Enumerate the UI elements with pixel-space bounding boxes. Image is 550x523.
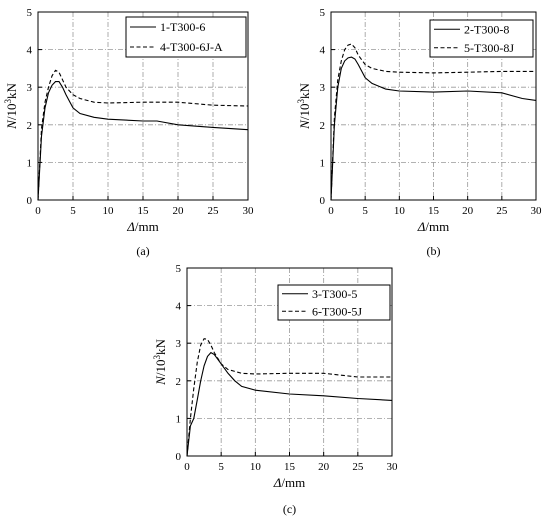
panel-label: (a) [136,244,149,258]
x-tick-label: 15 [138,205,150,217]
legend-box [429,19,534,58]
x-tick-label: 30 [531,205,543,217]
y-tick-label: 1 [27,157,33,169]
legend-label: 5-T300-8J [464,41,514,55]
y-tick-label: 5 [176,263,182,275]
series-line-1-t300-6 [37,81,249,201]
legend-label: 2-T300-8 [464,22,509,36]
series-line-5-t300-8j [330,43,536,201]
y-tick-label: 1 [176,413,182,425]
y-tick-label: 3 [176,338,182,350]
x-tick-label: 10 [250,461,262,473]
y-tick-label: 3 [320,82,326,94]
y-tick-label: 4 [320,45,326,57]
x-tick-label: 10 [394,205,406,217]
chart-panel-3: 0 5 10 15 20 25 30012345Δ/mmN/103kN3-T300-56-T… [152,263,398,516]
chart-panel-2: 0 5 10 15 20 25 30012345Δ/mmN/103kN2-T300-85-T… [296,7,542,258]
y-tick-label: 4 [27,45,33,57]
y-tick-label: 0 [176,451,182,463]
x-axis-unit: /mm [425,219,449,234]
x-tick-label: 0 [184,461,190,473]
legend-label: 4-T300-6J-A [160,40,223,54]
x-axis-symbol: Δ [417,219,426,234]
y-axis-symbol: N [297,119,312,130]
x-tick-label: 5 [70,205,76,217]
legend: 3-T300-5 6-T300-5J [277,284,391,321]
y-axis-unit-exponent: 3 [3,99,13,104]
y-axis-unit-prefix: /10 [297,104,312,121]
y-tick-label: 1 [320,157,326,169]
y-tick-label: 0 [320,195,326,207]
y-axis-unit-kn: kN [4,83,19,100]
series-line-6-t300-5j [186,338,392,457]
series-line-4-t300-6j-a [37,69,249,201]
y-axis-symbol: N [4,119,19,130]
y-axis-title: N/103kN [296,83,312,130]
legend-label: 3-T300-5 [312,287,357,301]
x-tick-label: 5 [218,461,224,473]
x-tick-label: 30 [243,205,255,217]
x-tick-label: 15 [428,205,440,217]
x-tick-label: 20 [173,205,185,217]
y-axis-unit-prefix: /10 [4,104,19,121]
legend-box [277,284,391,321]
y-axis-unit-kn: kN [153,339,168,356]
x-axis-unit: /mm [135,219,159,234]
series-line-2-t300-8 [330,56,537,201]
y-tick-label: 2 [320,120,326,132]
legend: 1-T300-6 4-T300-6J-A [125,16,247,58]
y-axis-unit-exponent: 3 [296,99,306,104]
x-axis-symbol: Δ [126,219,135,234]
y-axis-unit-prefix: /10 [153,360,168,377]
x-tick-label: 5 [362,205,368,217]
y-tick-label: 0 [27,195,33,207]
chart-panel-1: 0 5 10 15 20 25 30012345Δ/mmN/103kN1-T300-64-T… [3,7,254,258]
y-tick-label: 2 [176,376,182,388]
x-tick-label: 30 [387,461,399,473]
legend-box [125,16,247,58]
x-axis-symbol: Δ [273,475,282,490]
x-axis-title: Δ/mm [273,475,305,490]
x-tick-label: 25 [352,461,364,473]
legend: 2-T300-8 5-T300-8J [429,19,534,58]
legend-label: 1-T300-6 [160,20,205,34]
y-tick-label: 4 [176,301,182,313]
x-tick-label: 0 [35,205,41,217]
x-axis-title: Δ/mm [417,219,449,234]
x-axis-title: Δ/mm [126,219,158,234]
y-axis-title: N/103kN [152,339,168,386]
x-tick-label: 20 [318,461,330,473]
y-axis-title: N/103kN [3,83,19,130]
y-tick-label: 5 [320,7,326,19]
panel-label: (c) [283,502,296,516]
x-tick-label: 10 [103,205,115,217]
x-axis-unit: /mm [281,475,305,490]
y-tick-label: 5 [27,7,33,19]
x-tick-label: 20 [462,205,474,217]
y-axis-unit-kn: kN [297,83,312,100]
legend-label: 6-T300-5J [312,304,362,318]
x-tick-label: 0 [328,205,334,217]
x-tick-label: 25 [496,205,508,217]
panel-label: (b) [427,244,441,258]
y-tick-label: 2 [27,120,33,132]
y-axis-symbol: N [153,375,168,386]
x-tick-label: 15 [284,461,296,473]
y-tick-label: 3 [27,82,33,94]
x-tick-label: 25 [208,205,220,217]
y-axis-unit-exponent: 3 [152,355,162,360]
